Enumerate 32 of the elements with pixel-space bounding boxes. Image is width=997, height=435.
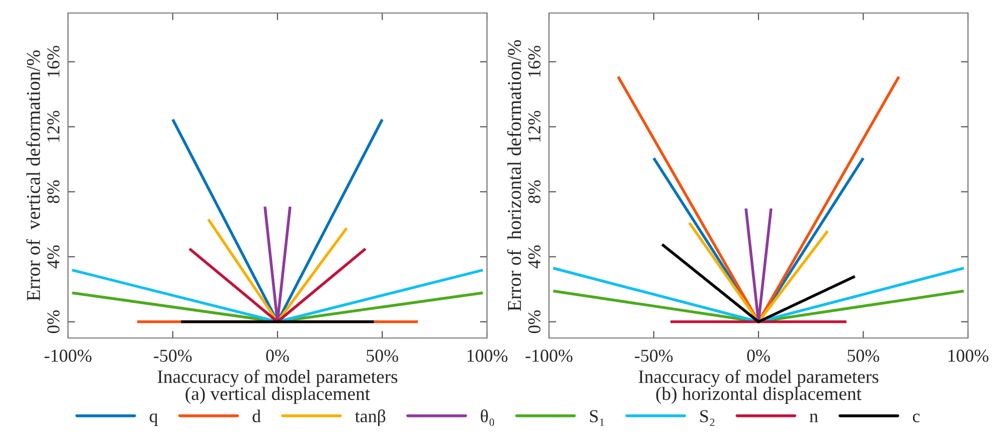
x-axis-title: Inaccuracy of model parameters (a) vertical displacement	[158, 370, 398, 404]
x-tick-label: -100%	[526, 350, 572, 362]
y-axis-title: Error of vertical deformation/%	[26, 50, 40, 301]
x-tick-label: -50%	[634, 350, 673, 362]
x-tick-label: 100%	[468, 350, 508, 362]
y-tick-label: 12%	[47, 110, 60, 142]
x-tick-label: -100%	[44, 350, 92, 362]
legend-label: θ₀	[480, 410, 494, 426]
legend-label: c	[912, 414, 920, 422]
legend-label: n	[810, 414, 818, 422]
y-tick-label: 12%	[528, 110, 541, 142]
x-tick-label: 0%	[266, 350, 289, 362]
legend-label: S₂	[700, 410, 714, 426]
y-tick-label: 4%	[528, 245, 541, 268]
y-tick-label: 8%	[47, 180, 60, 204]
x-tick-label: -50%	[154, 350, 192, 362]
y-tick-label: 4%	[47, 245, 60, 268]
y-tick-label: 8%	[528, 180, 541, 204]
x-tick-label: 0%	[747, 350, 770, 362]
x-tick-label: 50%	[848, 350, 880, 362]
legend-label: tanβ	[355, 409, 386, 426]
legend-label: S₁	[590, 410, 604, 426]
y-tick-label: 0%	[528, 310, 541, 334]
x-tick-label: 100%	[948, 350, 988, 362]
y-axis-title: Error of horizontal deformation/%	[507, 40, 522, 311]
legend-label: d	[252, 410, 261, 422]
y-tick-label: 0%	[47, 310, 60, 334]
y-tick-label: 16%	[528, 46, 541, 77]
legend-label: q	[150, 413, 158, 426]
y-tick-label: 16%	[47, 46, 60, 77]
x-tick-label: 50%	[366, 350, 398, 362]
x-axis-title: Inaccuracy of model parameters (b) horizontal displacement	[638, 370, 878, 404]
